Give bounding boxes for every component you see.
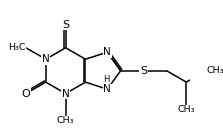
Text: H₃C: H₃C	[8, 43, 26, 52]
Text: H: H	[103, 75, 109, 84]
Text: N: N	[103, 47, 111, 57]
Text: O: O	[22, 89, 30, 99]
Text: N: N	[42, 54, 50, 64]
Text: CH₃: CH₃	[57, 117, 74, 126]
Text: S: S	[140, 66, 147, 76]
Text: N: N	[103, 84, 111, 94]
Text: CH₃: CH₃	[178, 105, 195, 114]
Text: S: S	[62, 20, 69, 30]
Text: CH₃: CH₃	[206, 66, 223, 75]
Text: N: N	[62, 89, 70, 99]
